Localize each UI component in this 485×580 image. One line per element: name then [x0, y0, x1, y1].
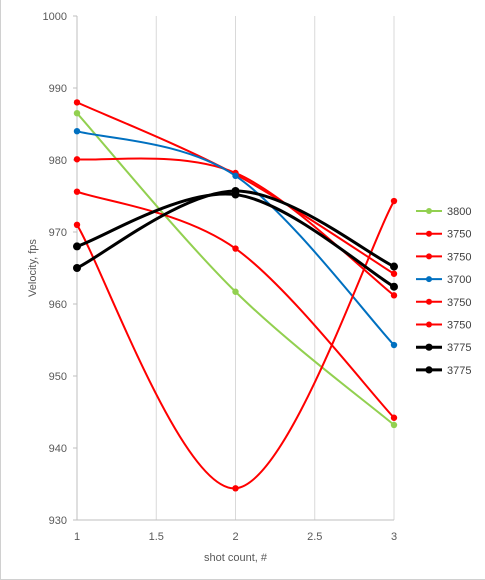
- legend-marker: [426, 321, 432, 328]
- y-tick-label: 960: [49, 299, 67, 311]
- data-point: [73, 221, 81, 228]
- data-point: [390, 270, 398, 277]
- data-point: [232, 288, 239, 295]
- data-point: [73, 242, 81, 251]
- legend-item: 3750: [416, 297, 471, 309]
- x-tick-label: 1: [74, 531, 80, 543]
- legend-marker: [426, 276, 432, 283]
- y-tick-label: 930: [49, 515, 67, 527]
- x-tick-label: 2.5: [307, 531, 322, 543]
- legend-item: 3750: [416, 229, 471, 241]
- legend-label: 3775: [447, 365, 471, 377]
- legend-label: 3700: [447, 274, 471, 286]
- grid-lines: [76, 16, 395, 520]
- data-point: [232, 172, 239, 180]
- series-3750-5: [73, 197, 398, 492]
- data-point: [73, 188, 81, 195]
- legend-item: 3800: [416, 206, 471, 218]
- data-point: [390, 292, 398, 299]
- data-point: [232, 245, 239, 252]
- legend-item: 3700: [416, 274, 471, 286]
- data-point: [73, 99, 81, 106]
- data-point: [73, 110, 81, 117]
- y-axis-title: Velocity, fps: [27, 239, 39, 297]
- y-tick-label: 1000: [43, 11, 67, 23]
- legend-label: 3750: [447, 297, 471, 309]
- data-point: [73, 128, 81, 135]
- series-3800-0: [73, 110, 398, 429]
- legend-label: 3750: [447, 251, 471, 263]
- series-3775-7: [73, 186, 398, 272]
- legend-label: 3800: [447, 206, 471, 218]
- legend-marker: [426, 253, 432, 260]
- legend: 3800 3750 3750 3700 3750 3750 3775 3775: [416, 206, 471, 377]
- legend-marker: [426, 230, 432, 237]
- legend-marker: [425, 366, 433, 374]
- legend-item: 3775: [416, 365, 471, 377]
- legend-item: 3750: [416, 251, 471, 263]
- legend-label: 3775: [447, 342, 471, 354]
- x-tick-label: 2: [232, 531, 238, 543]
- data-point: [73, 156, 81, 163]
- legend-marker: [426, 298, 432, 305]
- tick-labels: 1 1.5 2 2.5 3 930 940 950 960 970 980 990 1000: [43, 11, 398, 543]
- legend-marker: [426, 208, 432, 214]
- y-tick-label: 980: [49, 155, 67, 167]
- legend-item: 3750: [416, 320, 471, 332]
- legend-item: 3775: [416, 342, 471, 354]
- data-point: [231, 186, 240, 195]
- y-tick-label: 950: [49, 371, 67, 383]
- data-point: [232, 485, 239, 492]
- data-point: [73, 264, 81, 272]
- data-point: [390, 282, 398, 291]
- legend-label: 3750: [447, 320, 471, 332]
- y-tick-label: 990: [49, 83, 67, 95]
- x-tick-label: 1.5: [149, 531, 164, 543]
- axes: [73, 15, 394, 521]
- data-point: [390, 414, 398, 421]
- series-layer: [73, 99, 398, 492]
- y-tick-label: 970: [49, 227, 67, 239]
- data-point: [390, 341, 398, 349]
- x-tick-label: 3: [391, 531, 397, 543]
- series-3750-4: [73, 188, 398, 421]
- x-axis-title: shot count, #: [204, 552, 268, 564]
- legend-label: 3750: [447, 229, 471, 241]
- y-tick-label: 940: [49, 443, 67, 455]
- legend-marker: [425, 343, 433, 351]
- series-3700-3: [73, 128, 398, 349]
- data-point: [390, 421, 398, 429]
- data-point: [390, 262, 398, 271]
- data-point: [390, 197, 398, 205]
